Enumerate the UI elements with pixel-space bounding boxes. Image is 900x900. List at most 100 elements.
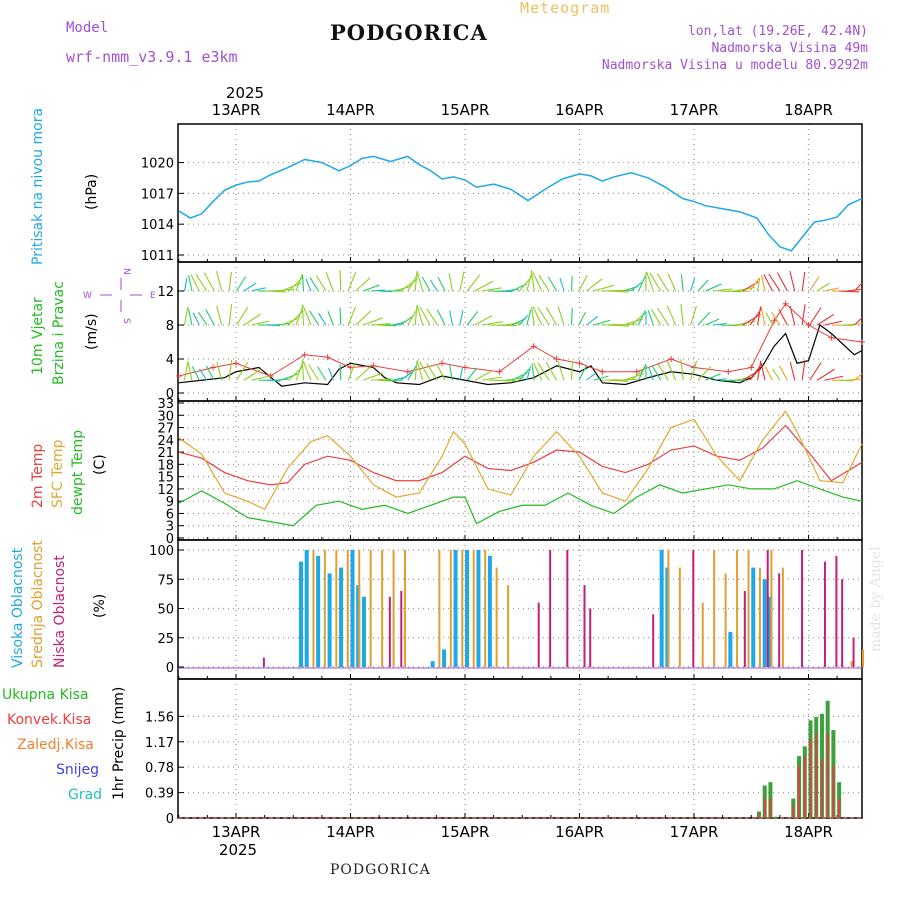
wind-arrow	[426, 308, 438, 326]
wind-arrow	[779, 365, 788, 381]
precip-legend: Ukupna Kisa Konvek.Kisa Zaledj.Kisa Snij…	[2, 687, 102, 803]
wind-arrow	[801, 304, 806, 326]
cloud-bar	[442, 649, 447, 667]
y-tick-label: 3	[166, 520, 174, 535]
wind-arrow	[637, 275, 646, 292]
wind-arrow	[228, 271, 232, 292]
wind-arrow	[760, 362, 766, 381]
temp-ylabel: (C)	[92, 454, 108, 475]
cloud-bar	[339, 567, 344, 667]
cloud-bar	[770, 550, 773, 667]
wind-arrow	[764, 366, 773, 381]
cloud-bar	[361, 596, 366, 667]
wind-arrow	[339, 270, 342, 292]
bottom-date-axis: 13APR 14APR 15APR 16APR 17APR 18APR	[212, 823, 833, 841]
wind-gust-marker	[771, 317, 778, 324]
wind-arrow	[593, 319, 611, 326]
wind-arrow	[281, 317, 299, 326]
wind-arrow	[801, 359, 806, 381]
wind-arrow	[474, 371, 492, 381]
wind-arrow	[251, 320, 270, 326]
wind-arrow	[789, 361, 796, 381]
wind-arrow	[308, 364, 319, 381]
wind-arrow	[757, 360, 762, 381]
y-tick-label: 1011	[141, 249, 174, 264]
wind-arrow	[203, 272, 215, 292]
wind-arrow	[712, 378, 727, 381]
wind-arrow	[526, 366, 531, 381]
y-tick-label: 25	[157, 632, 174, 647]
wind-arrow	[557, 360, 565, 381]
bottom-date-label: 13APR	[212, 823, 261, 841]
wind-arrow	[776, 272, 788, 292]
wind-arrow	[419, 306, 431, 326]
wind-title-2: Brzina i Pravac	[51, 281, 67, 385]
wind-gust-marker	[859, 339, 865, 345]
cloud-bar	[667, 550, 670, 667]
wind-arrow	[309, 310, 319, 326]
wind-arrow	[183, 277, 188, 292]
wind-gust-marker	[404, 368, 411, 375]
wind-gust-marker	[370, 362, 377, 369]
wind-arrow	[809, 276, 820, 292]
location-lonlat: lon,lat (19.26E, 42.4N)	[687, 24, 868, 39]
y-tick-label: 1020	[141, 157, 174, 172]
bottom-date-label: 16APR	[555, 823, 604, 841]
cloud-bar	[487, 555, 492, 667]
dewpt-title: dewpt Temp	[70, 430, 86, 515]
wind-arrow	[772, 368, 781, 381]
wind-arrow	[608, 324, 630, 327]
wind-arrow	[630, 281, 642, 292]
cloud-bar	[484, 550, 487, 667]
y-tick-label: 27	[157, 422, 174, 437]
wind-arrow	[339, 307, 342, 326]
y-tick-label: 18	[157, 458, 174, 473]
wind-gust-marker	[599, 368, 606, 375]
model-name: wrf-nmm_v3.9.1 e3km	[66, 48, 238, 66]
wind-arrow	[593, 284, 615, 292]
cloud-bar	[350, 550, 355, 667]
wind-speed-line	[178, 324, 863, 387]
wind-arrow	[236, 362, 249, 381]
cloud-bar	[713, 550, 716, 667]
cloud-bar	[566, 550, 569, 667]
temp-sfc-line	[178, 410, 863, 511]
wind-gust-marker	[496, 368, 503, 375]
cloud-bar	[549, 550, 552, 667]
y-tick-label: 0	[166, 387, 174, 402]
wind-arrow	[666, 305, 677, 326]
wind-arrow	[839, 290, 859, 293]
wind-arrow	[801, 271, 806, 292]
wind-arrow	[416, 304, 424, 326]
cloud-bar	[392, 550, 395, 667]
cloud-ylabel: (%)	[92, 594, 108, 618]
wind-arrow	[317, 366, 327, 381]
cloud-bar	[400, 590, 403, 667]
precip-bar	[757, 814, 760, 818]
wind-arrow	[466, 274, 481, 292]
cloud-high-title: Visoka Oblacnost	[10, 547, 26, 668]
wind-arrow	[697, 311, 711, 326]
top-date-label: 13APR	[212, 101, 261, 119]
cloud-bar	[724, 573, 727, 667]
cloud-bar	[461, 550, 464, 667]
y-tick-label: 21	[157, 446, 174, 461]
bottom-year-label: 2025	[219, 841, 257, 859]
wind-arrow	[228, 359, 233, 381]
wind-arrow	[266, 379, 281, 382]
wind-arrow	[414, 270, 418, 292]
wind-arrow	[301, 304, 305, 326]
wind-arrow	[295, 273, 303, 292]
cloud-bar	[346, 550, 349, 667]
wind-arrow	[448, 273, 453, 292]
cloud-bar	[262, 657, 265, 667]
cloud-bar	[495, 567, 498, 667]
wind-arrow	[417, 272, 424, 292]
cloud-bar	[358, 550, 361, 667]
wind-arrow	[399, 371, 413, 381]
top-date-label: 14APR	[326, 101, 375, 119]
y-tick-label: 8	[166, 319, 174, 334]
wind-arrow	[771, 311, 781, 326]
y-tick-label: 100	[149, 544, 174, 559]
